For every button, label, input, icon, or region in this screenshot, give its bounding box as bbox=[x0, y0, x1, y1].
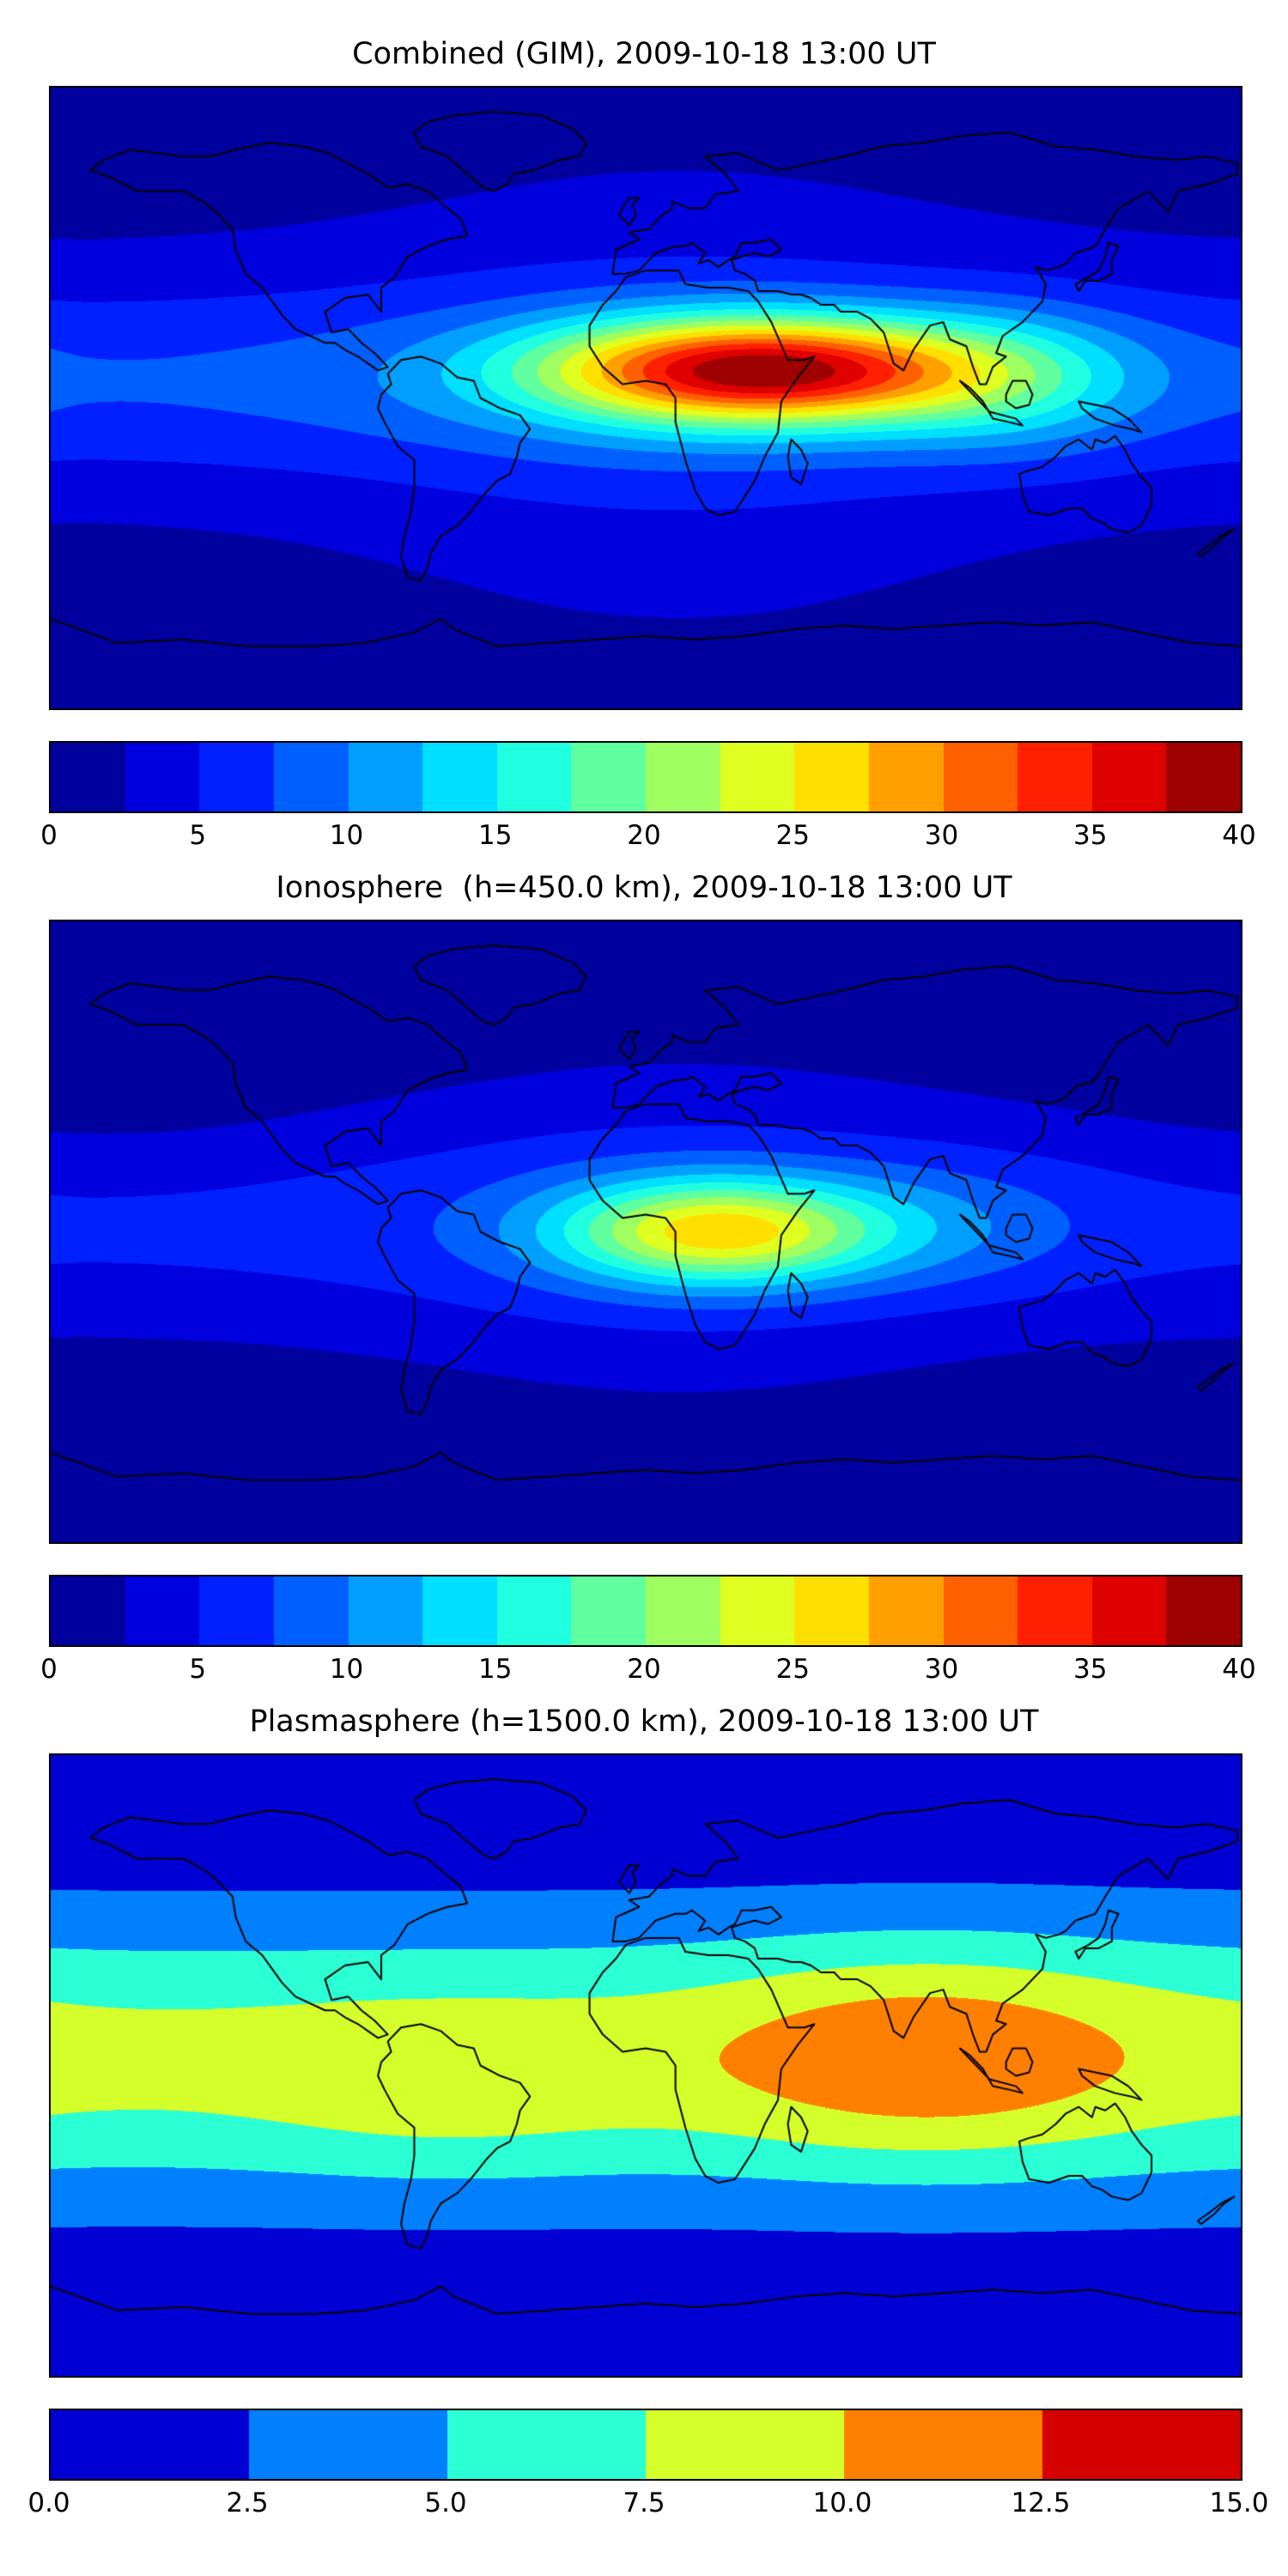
colorbar-tick-label: 5 bbox=[189, 820, 207, 851]
colorbar-tick-label: 40 bbox=[1222, 820, 1256, 851]
plasmasphere-chart-title: Plasmasphere (h=1500.0 km), 2009-10-18 1… bbox=[249, 1704, 1039, 1739]
colorbar-tick-label: 7.5 bbox=[623, 2488, 665, 2518]
panel-combined-gim: Combined (GIM), 2009-10-18 13:00 UT 0 5 10… bbox=[40, 36, 1256, 851]
colorbar-tick-label: 0 bbox=[40, 1654, 58, 1685]
combined-chart-title: Combined (GIM), 2009-10-18 13:00 UT bbox=[352, 37, 936, 71]
combined-colorbar-tick-labels: 0 5 10 15 20 25 30 35 40 bbox=[40, 813, 1256, 851]
plasmasphere-colorbar-tick-labels: 0.0 2.5 5.0 7.5 10.0 12.5 15.0 bbox=[27, 2481, 1268, 2518]
colorbar-tick-label: 0 bbox=[40, 820, 58, 851]
colorbar-tick-label: 5.0 bbox=[424, 2488, 467, 2518]
colorbar-tick-label: 15 bbox=[478, 1654, 513, 1685]
panel-ionosphere: Ionosphere (h=450.0 km), 2009-10-18 13:0… bbox=[40, 870, 1256, 1685]
colorbar-tick-label: 20 bbox=[627, 1654, 661, 1685]
colorbar-tick-label: 10 bbox=[329, 820, 364, 851]
colorbar-tick-label: 10.0 bbox=[812, 2488, 872, 2518]
ionosphere-chart-title: Ionosphere (h=450.0 km), 2009-10-18 13:0… bbox=[276, 871, 1012, 905]
colorbar-tick-label: 30 bbox=[924, 1654, 959, 1685]
plasmasphere-colorbar bbox=[49, 2409, 1242, 2481]
ionosphere-colorbar-tick-labels: 0 5 10 15 20 25 30 35 40 bbox=[40, 1647, 1256, 1685]
combined-colorbar bbox=[49, 741, 1242, 813]
plasmasphere-map-canvas bbox=[49, 1753, 1242, 2378]
colorbar-tick-label: 25 bbox=[775, 820, 810, 851]
colorbar-tick-label: 25 bbox=[775, 1654, 810, 1685]
colorbar-tick-label: 15 bbox=[478, 820, 513, 851]
panel-plasmasphere: Plasmasphere (h=1500.0 km), 2009-10-18 1… bbox=[27, 1704, 1268, 2518]
colorbar-tick-label: 35 bbox=[1073, 1654, 1108, 1685]
figure-root: Combined (GIM), 2009-10-18 13:00 UT 0 5 10… bbox=[27, 36, 1268, 2518]
colorbar-tick-label: 35 bbox=[1073, 820, 1108, 851]
ionosphere-colorbar bbox=[49, 1575, 1242, 1647]
ionosphere-map-canvas bbox=[49, 920, 1242, 1544]
colorbar-tick-label: 20 bbox=[627, 820, 661, 851]
colorbar-tick-label: 5 bbox=[189, 1654, 207, 1685]
colorbar-tick-label: 12.5 bbox=[1011, 2488, 1071, 2518]
colorbar-tick-label: 0.0 bbox=[27, 2488, 70, 2518]
colorbar-tick-label: 10 bbox=[329, 1654, 364, 1685]
colorbar-tick-label: 30 bbox=[924, 820, 959, 851]
colorbar-tick-label: 15.0 bbox=[1209, 2488, 1269, 2518]
combined-map-canvas bbox=[49, 86, 1242, 710]
colorbar-tick-label: 40 bbox=[1222, 1654, 1256, 1685]
colorbar-tick-label: 2.5 bbox=[226, 2488, 269, 2518]
